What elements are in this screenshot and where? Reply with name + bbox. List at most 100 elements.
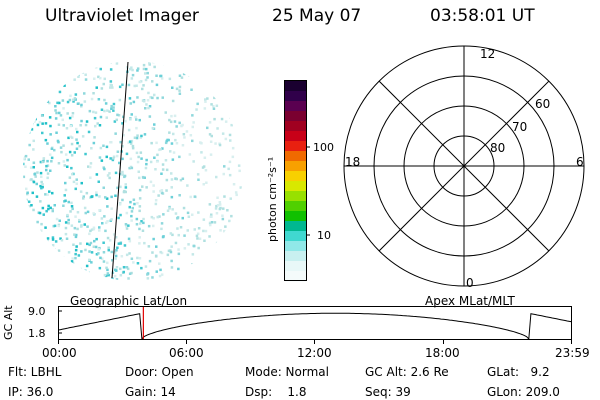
image-pixel: [152, 237, 155, 241]
image-pixel: [193, 228, 196, 231]
terminator-line: [111, 61, 129, 279]
image-pixel: [25, 236, 28, 240]
image-pixel: [78, 144, 81, 148]
image-pixel: [127, 141, 130, 144]
image-pixel: [53, 279, 56, 281]
image-pixel: [83, 100, 87, 103]
image-pixel: [232, 183, 236, 186]
image-pixel: [26, 192, 29, 196]
image-pixel: [54, 109, 57, 112]
image-pixel: [222, 250, 225, 254]
image-pixel: [80, 66, 83, 69]
image-pixel: [24, 154, 28, 158]
image-pixel: [31, 122, 34, 126]
mlt-label-6: 6: [576, 155, 584, 169]
image-pixel: [59, 114, 63, 117]
image-pixel: [47, 269, 51, 272]
image-pixel: [92, 245, 96, 248]
image-pixel: [37, 64, 40, 68]
mlt-label-12: 12: [480, 47, 496, 61]
image-pixel: [49, 133, 52, 136]
image-pixel: [116, 246, 119, 249]
image-pixel: [89, 165, 92, 169]
image-pixel: [133, 202, 136, 206]
image-pixel: [88, 232, 91, 236]
image-pixel: [44, 240, 48, 244]
image-pixel: [236, 244, 239, 247]
image-pixel: [25, 232, 29, 235]
image-pixel: [215, 175, 218, 179]
image-pixel: [160, 227, 163, 231]
colorbar-tick-100: 100: [313, 141, 334, 154]
image-pixel: [226, 100, 229, 103]
image-pixel: [102, 260, 106, 263]
image-pixel: [39, 184, 42, 188]
image-pixel: [51, 209, 54, 213]
image-pixel: [48, 247, 52, 250]
image-pixel: [113, 274, 117, 278]
image-pixel: [202, 229, 205, 233]
image-pixel: [32, 208, 35, 212]
image-pixel: [200, 151, 203, 154]
colorbar-cell: [285, 151, 306, 162]
image-pixel: [28, 88, 32, 92]
image-pixel: [183, 278, 186, 281]
image-pixel: [27, 129, 31, 132]
image-pixel: [62, 144, 65, 147]
image-pixel: [207, 273, 210, 276]
image-pixel: [220, 117, 224, 121]
image-pixel: [50, 147, 54, 150]
image-pixel: [225, 246, 229, 249]
image-pixel: [81, 71, 84, 74]
image-pixel: [44, 250, 47, 253]
image-pixel: [168, 207, 171, 210]
image-pixel: [89, 162, 93, 165]
image-pixel: [139, 136, 142, 139]
image-pixel: [27, 158, 30, 161]
image-pixel: [33, 267, 37, 271]
instrument-title: Ultraviolet Imager: [45, 6, 199, 26]
image-pixel: [57, 273, 61, 276]
image-pixel: [159, 74, 163, 78]
image-pixel: [31, 81, 35, 84]
image-pixel: [105, 266, 108, 270]
image-pixel: [144, 166, 148, 170]
image-pixel: [26, 191, 29, 194]
image-pixel: [155, 160, 159, 163]
image-pixel: [112, 155, 116, 158]
image-pixel: [186, 211, 190, 215]
image-pixel: [100, 159, 104, 162]
image-pixel: [35, 182, 38, 186]
image-pixel: [58, 90, 62, 94]
image-pixel: [56, 101, 59, 105]
image-pixel: [61, 266, 65, 270]
image-pixel: [32, 139, 35, 143]
image-pixel: [112, 157, 115, 160]
image-pixel: [90, 228, 94, 231]
image-pixel: [155, 141, 158, 145]
image-pixel: [31, 101, 34, 104]
image-pixel: [144, 78, 148, 82]
image-pixel: [119, 140, 122, 144]
image-pixel: [74, 248, 78, 252]
image-pixel: [239, 71, 242, 74]
image-pixel: [145, 186, 148, 189]
image-pixel: [63, 78, 66, 82]
image-pixel: [49, 124, 52, 128]
image-pixel: [129, 200, 132, 204]
image-pixel: [203, 107, 207, 110]
image-pixel: [23, 175, 26, 179]
image-pixel: [95, 253, 99, 256]
image-pixel: [113, 250, 116, 254]
image-pixel: [66, 261, 69, 264]
image-pixel: [228, 219, 231, 223]
image-pixel: [169, 150, 172, 153]
image-pixel: [204, 100, 207, 103]
image-pixel: [172, 132, 175, 136]
xtick-1200: 12:00: [297, 346, 332, 360]
image-pixel: [34, 175, 37, 178]
image-pixel: [80, 225, 83, 228]
image-pixel: [106, 272, 110, 275]
image-pixel: [75, 147, 79, 150]
image-pixel: [147, 91, 150, 95]
